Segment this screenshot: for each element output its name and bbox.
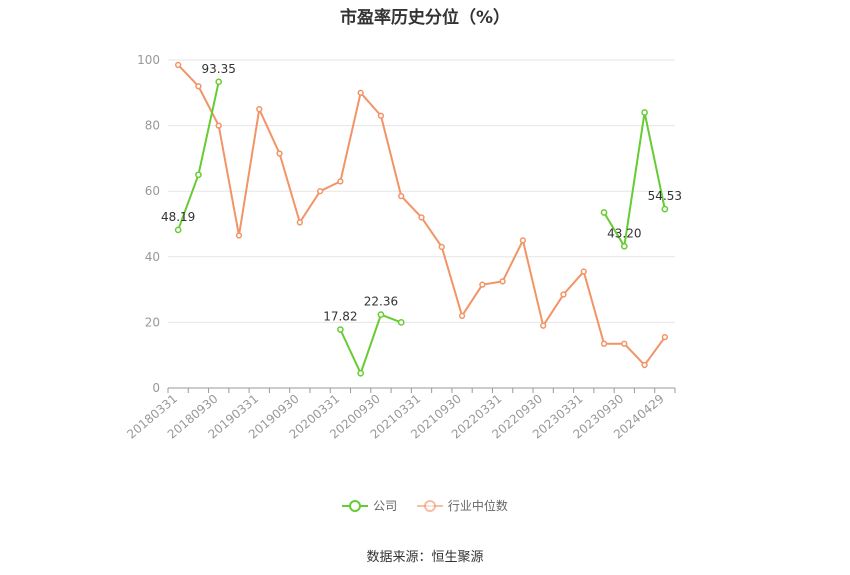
data-label: 54.53 xyxy=(648,189,682,203)
data-point-industry xyxy=(337,178,344,185)
data-point-industry xyxy=(661,334,669,341)
data-point-industry xyxy=(256,106,263,113)
data-point-industry xyxy=(560,291,567,298)
data-point-company xyxy=(195,171,202,179)
data-label: 17.82 xyxy=(323,310,357,324)
y-tick-label: 0 xyxy=(152,381,160,395)
y-tick-label: 20 xyxy=(145,315,160,329)
data-point-industry xyxy=(398,192,405,200)
data-point-industry xyxy=(438,243,445,251)
data-point-company xyxy=(337,326,344,333)
data-point-company xyxy=(641,109,648,116)
data-point-industry xyxy=(215,122,222,129)
series-line-company xyxy=(339,313,402,375)
data-point-industry xyxy=(195,83,202,90)
data-point-company xyxy=(661,205,669,213)
data-point-company xyxy=(357,369,365,377)
data-point-industry xyxy=(458,312,466,319)
series-line-company xyxy=(177,81,220,231)
data-label: 48.19 xyxy=(161,210,195,224)
data-point-company xyxy=(397,319,405,326)
data-point-industry xyxy=(296,219,303,226)
legend-item-industry[interactable]: 行业中位数 xyxy=(416,497,508,514)
chart-title: 市盈率历史分位（%） xyxy=(339,8,511,28)
data-label: 43.20 xyxy=(607,226,641,240)
data-point-industry xyxy=(377,112,385,119)
legend-label-industry: 行业中位数 xyxy=(447,499,508,513)
y-tick-label: 100 xyxy=(137,53,160,67)
data-point-industry xyxy=(621,340,628,347)
data-point-industry xyxy=(600,340,608,347)
series-layer xyxy=(174,61,669,377)
data-point-company xyxy=(600,209,608,216)
data-point-industry xyxy=(276,150,283,157)
data-point-industry xyxy=(519,237,527,244)
y-tick-label: 40 xyxy=(145,250,160,264)
data-point-company xyxy=(215,78,223,86)
grid-layer xyxy=(168,59,675,323)
data-point-industry xyxy=(174,61,182,69)
series-line-company xyxy=(603,111,666,248)
data-point-company xyxy=(377,311,385,319)
data-point-industry xyxy=(316,188,324,195)
label-layer: 48.19 93.35 17.82 22.36 43.20 54.53 xyxy=(161,62,682,324)
data-point-industry xyxy=(540,322,547,329)
data-point-company xyxy=(174,226,182,234)
data-point-industry xyxy=(357,89,364,96)
data-point-industry xyxy=(235,232,243,239)
data-point-industry xyxy=(499,278,506,285)
y-tick-label: 60 xyxy=(145,184,160,198)
legend-swatch-company xyxy=(342,499,369,513)
data-label: 22.36 xyxy=(364,295,398,309)
legend-item-company[interactable]: 公司 xyxy=(342,497,397,514)
source-note: 数据来源：恒生聚源 xyxy=(366,550,484,565)
y-tick-label: 80 xyxy=(145,119,160,133)
legend-label-company: 公司 xyxy=(373,499,398,513)
data-label: 93.35 xyxy=(202,62,236,76)
legend: 公司 行业中位数 xyxy=(0,497,850,516)
data-point-industry xyxy=(580,268,587,275)
data-point-industry xyxy=(418,214,425,221)
axis-layer: 0204060801002018033120180930201903312019… xyxy=(124,53,676,442)
data-point-industry xyxy=(641,361,648,369)
legend-swatch-industry xyxy=(416,499,443,513)
data-point-company xyxy=(620,242,628,250)
data-point-industry xyxy=(479,281,486,288)
